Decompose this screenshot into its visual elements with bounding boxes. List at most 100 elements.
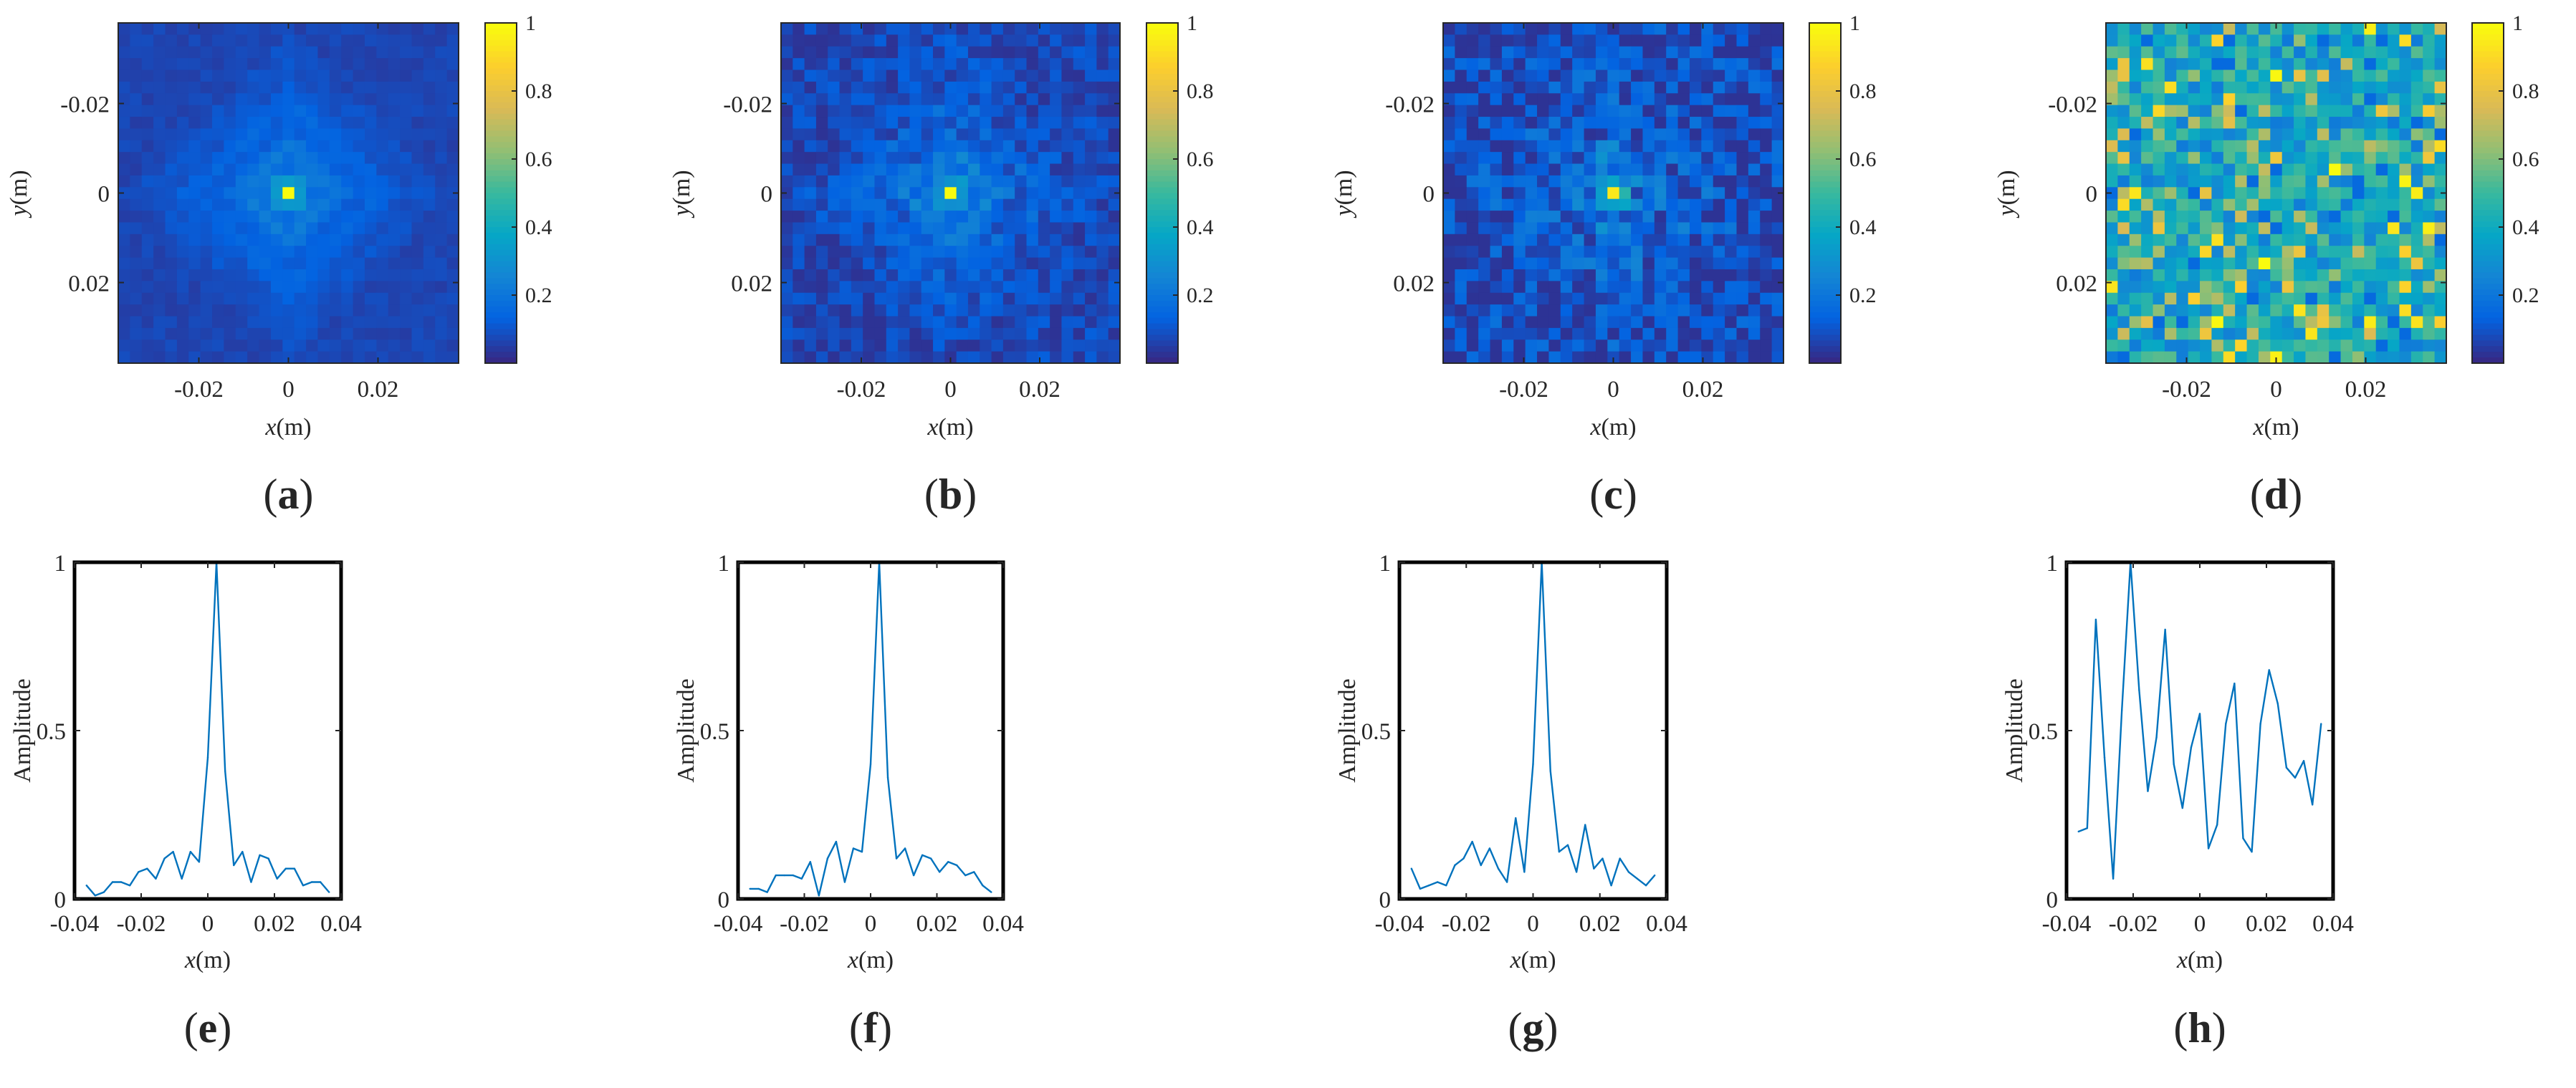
heatmap-cell: [130, 234, 143, 246]
heatmap-cell: [956, 211, 969, 223]
y-tick-label: -0.02: [2048, 92, 2097, 118]
heatmap-cell: [1466, 58, 1479, 71]
heatmap-cell: [153, 128, 166, 141]
heatmap-cell: [1607, 34, 1620, 47]
data-point: [826, 857, 829, 860]
heatmap-cell: [967, 58, 980, 71]
heatmap-cell: [1513, 222, 1526, 235]
heatmap-cell: [423, 211, 436, 223]
heatmap-cell: [2423, 93, 2436, 106]
heatmap-cell: [212, 23, 225, 35]
heatmap-cell: [1572, 316, 1585, 329]
heatmap-cell: [200, 351, 213, 364]
heatmap-cell: [2200, 340, 2213, 352]
heatmap-cell: [2281, 269, 2294, 281]
colorbar-swatch: [2472, 136, 2504, 143]
heatmap-cell: [874, 93, 887, 106]
heatmap-cell: [329, 269, 342, 281]
heatmap-cell: [2141, 140, 2154, 153]
heatmap-cell: [804, 34, 817, 47]
heatmap-cell: [1725, 81, 1738, 94]
heatmap-cell: [1619, 81, 1632, 94]
heatmap-cell: [2281, 23, 2294, 35]
heatmap-cell: [294, 211, 307, 223]
heatmap-cell: [130, 304, 143, 317]
heatmap-cell: [851, 81, 863, 94]
heatmap-cell: [1085, 175, 1097, 188]
heatmap-cell: [991, 128, 1004, 141]
heatmap-cell: [1455, 269, 1467, 281]
heatmap-cell: [188, 304, 201, 317]
heatmap-cell: [1108, 69, 1121, 82]
data-point: [869, 763, 872, 766]
heatmap-cell: [2388, 211, 2400, 223]
heatmap-cell: [1654, 292, 1667, 305]
heatmap-cell: [921, 23, 934, 35]
heatmap-cell: [1061, 34, 1074, 47]
heatmap-cell: [1085, 34, 1097, 47]
heatmap-cell: [1061, 69, 1074, 82]
panel-label-open-paren: (: [1589, 471, 1604, 518]
heatmap-cell: [1771, 58, 1784, 71]
heatmap-cell: [956, 351, 969, 364]
heatmap-cell: [2258, 69, 2271, 82]
heatmap-cell: [423, 163, 436, 176]
heatmap-cell: [863, 163, 876, 176]
heatmap-cell: [1689, 187, 1702, 200]
heatmap-cell: [2388, 316, 2400, 329]
heatmap-cell: [1501, 187, 1514, 200]
heatmap-cell: [1642, 105, 1655, 117]
heatmap-cell: [2270, 152, 2283, 165]
heatmap-cell: [2388, 281, 2400, 294]
heatmap-cell: [980, 351, 992, 364]
heatmap-cell: [1443, 198, 1455, 211]
heatmap-cell: [2188, 117, 2201, 130]
heatmap-cell: [1701, 69, 1714, 82]
heatmap-cell: [2117, 93, 2130, 106]
heatmap-cell: [1771, 117, 1784, 130]
heatmap-cell: [1713, 117, 1725, 130]
heatmap-cell: [282, 163, 295, 176]
heatmap-cell: [967, 34, 980, 47]
heatmap-cell: [2141, 234, 2154, 246]
heatmap-cell: [2153, 269, 2165, 281]
heatmap-cell: [967, 46, 980, 59]
heatmap-cell: [1015, 34, 1028, 47]
heatmap-cell: [2388, 246, 2400, 259]
heatmap-cell: [781, 351, 793, 364]
heatmap-cell: [804, 327, 817, 340]
heatmap-cell: [1443, 292, 1455, 305]
colorbar-swatch: [2472, 261, 2504, 268]
heatmap-cell: [1537, 351, 1550, 364]
heatmap-cell: [1713, 69, 1725, 82]
heatmap-cell: [376, 281, 389, 294]
heatmap-cell: [341, 269, 354, 281]
heatmap-cell: [2200, 257, 2213, 270]
heatmap-cell: [1584, 105, 1596, 117]
heatmap-cell: [1513, 46, 1526, 59]
heatmap-cell: [1725, 198, 1738, 211]
heatmap-cell: [2235, 327, 2248, 340]
heatmap-cell: [2317, 93, 2330, 106]
heatmap-cell: [1677, 316, 1690, 329]
heatmap-cell: [224, 105, 236, 117]
heatmap-cell: [153, 316, 166, 329]
heatmap-cell: [247, 128, 260, 141]
heatmap-cell: [1666, 175, 1679, 188]
heatmap-cell: [176, 187, 189, 200]
heatmap-cell: [991, 34, 1004, 47]
heatmap-cell: [944, 327, 957, 340]
heatmap-cell: [921, 281, 934, 294]
heatmap-cell: [2294, 34, 2307, 47]
heatmap-cell: [851, 34, 863, 47]
heatmap-cell: [118, 140, 130, 153]
heatmap-cell: [2434, 140, 2447, 153]
heatmap-cell: [2434, 81, 2447, 94]
heatmap-cell: [2270, 269, 2283, 281]
heatmap-cell: [306, 175, 319, 188]
heatmap-cell: [2294, 234, 2307, 246]
heatmap-cell: [933, 58, 945, 71]
heatmap-cell: [341, 246, 354, 259]
colorbar-swatch: [1146, 57, 1178, 64]
heatmap-cell: [1748, 269, 1761, 281]
